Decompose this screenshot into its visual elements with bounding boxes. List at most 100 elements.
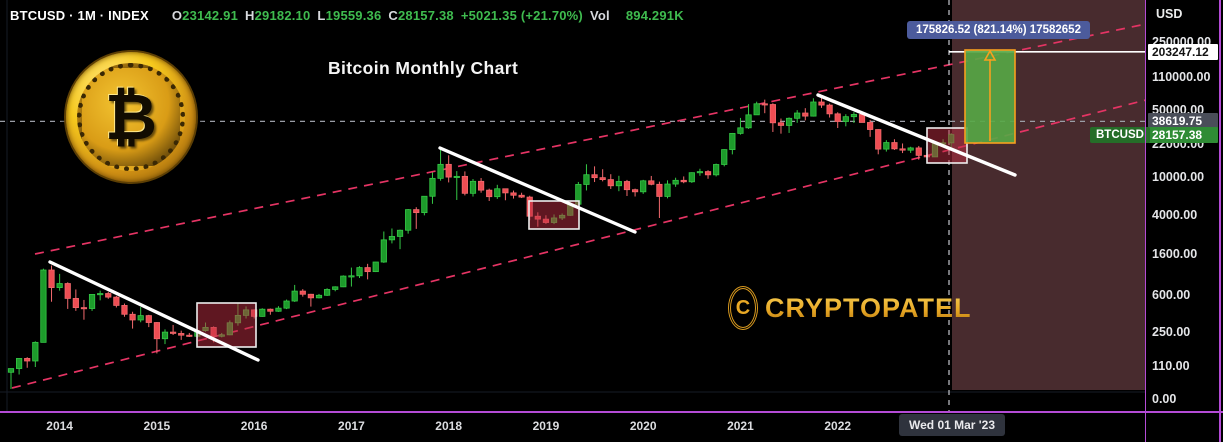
target-price-label: 203247.12 <box>1148 43 1218 60</box>
candle <box>178 333 185 336</box>
candle <box>97 293 104 296</box>
crosshair-date-label: Wed 01 Mar '23 <box>899 414 1006 436</box>
candle <box>153 322 160 340</box>
ohlc-legend[interactable]: BTCUSD · 1M · INDEX O23142.91 H29182.10 L19… <box>10 8 684 23</box>
close-value: 28157.38 <box>398 8 454 23</box>
chart-canvas[interactable] <box>0 0 1146 412</box>
candle <box>818 101 825 106</box>
right-edge-line <box>1219 0 1221 442</box>
currency-label: USD <box>1156 7 1183 21</box>
year-tick: 2020 <box>629 419 657 433</box>
candle <box>891 142 898 150</box>
candle <box>364 267 371 273</box>
candle <box>761 103 768 106</box>
candle <box>105 293 112 298</box>
candle <box>915 147 922 156</box>
time-axis-separator-line <box>0 411 1223 413</box>
candle <box>713 164 720 176</box>
cryptopatel-watermark: C CRYPTOPATEL <box>728 286 972 330</box>
long-position-stats-label[interactable]: 175826.52 (821.14%) 17582652 <box>907 21 1090 39</box>
candle <box>591 174 598 179</box>
candle <box>842 116 849 122</box>
trendline[interactable] <box>438 146 637 234</box>
candle <box>56 283 63 288</box>
candle <box>315 294 323 299</box>
candle <box>826 104 833 115</box>
candle <box>907 147 914 151</box>
candle <box>510 192 517 196</box>
candle <box>615 181 622 187</box>
candle <box>477 180 485 191</box>
candle <box>850 114 858 118</box>
high-label: H <box>245 8 255 23</box>
candle <box>275 307 282 312</box>
cryptopatel-coin-icon: C <box>728 286 758 330</box>
high-value: 29182.10 <box>254 8 311 23</box>
candle <box>340 275 347 288</box>
candle <box>145 315 152 323</box>
accumulation-box[interactable] <box>196 302 257 348</box>
last-price-label: 28157.38 <box>1148 126 1218 143</box>
candle <box>80 307 88 310</box>
trendline[interactable] <box>48 260 260 362</box>
volume-label: Vol <box>589 8 610 23</box>
candle <box>502 188 509 194</box>
cryptopatel-wordmark: CRYPTOPATEL <box>765 292 972 323</box>
candle <box>40 269 47 343</box>
candle <box>834 113 841 122</box>
candle <box>518 194 525 198</box>
candle <box>7 368 15 373</box>
countdown-price-label: 38619.75 <box>1148 113 1218 130</box>
candle <box>858 114 866 123</box>
candle <box>785 117 793 126</box>
change-value: +5021.35 (+21.70%) <box>460 8 583 23</box>
candle <box>356 267 363 277</box>
candle <box>729 132 736 150</box>
candle <box>169 331 177 334</box>
candle <box>332 286 339 290</box>
candle <box>396 229 404 237</box>
price-tick-zero: 0.00 <box>1152 392 1177 406</box>
candle <box>113 296 120 306</box>
candle <box>769 104 776 124</box>
candle <box>599 177 606 180</box>
price-tick: 4000.00 <box>1152 208 1198 223</box>
candle <box>777 122 785 126</box>
time-axis[interactable]: 2014 2015 2016 2017 2018 2019 2020 2021 2022 Wed… <box>0 412 1223 442</box>
candle <box>161 331 169 340</box>
symbol-title: BTCUSD · 1M · INDEX <box>10 8 149 23</box>
candle <box>794 112 801 119</box>
candle <box>664 183 671 197</box>
candle <box>640 180 647 193</box>
candle <box>737 127 744 134</box>
candle <box>48 269 55 288</box>
volume-value: 894.291K <box>625 8 684 23</box>
year-tick: 2015 <box>143 419 171 433</box>
candle <box>802 112 809 117</box>
candle <box>745 114 752 129</box>
candle <box>72 298 79 308</box>
candle <box>267 308 274 312</box>
channel-line[interactable] <box>34 23 1146 255</box>
price-axis[interactable]: USD 250000.00 110000.00 50000.00 22000.00 10… <box>1146 0 1223 412</box>
bitcoin-coin-logo: ₿ <box>64 50 198 184</box>
candle <box>883 142 890 150</box>
candle <box>421 195 428 214</box>
price-tick: 50000.00 <box>1152 102 1205 117</box>
price-tick: 1600.00 <box>1152 246 1198 261</box>
year-tick: 2021 <box>727 419 754 433</box>
candle <box>688 172 695 183</box>
candle <box>16 358 23 369</box>
candle <box>64 283 71 299</box>
open-value: 23142.91 <box>182 8 238 23</box>
close-label: C <box>388 8 398 23</box>
trendline[interactable] <box>816 93 1017 177</box>
candle <box>623 181 631 191</box>
candle <box>753 103 760 116</box>
candle <box>810 101 817 117</box>
accumulation-box[interactable] <box>926 127 968 164</box>
candle <box>24 358 31 362</box>
candle <box>656 183 663 197</box>
candle <box>121 305 128 315</box>
axis-separator-line <box>1144 0 1146 442</box>
